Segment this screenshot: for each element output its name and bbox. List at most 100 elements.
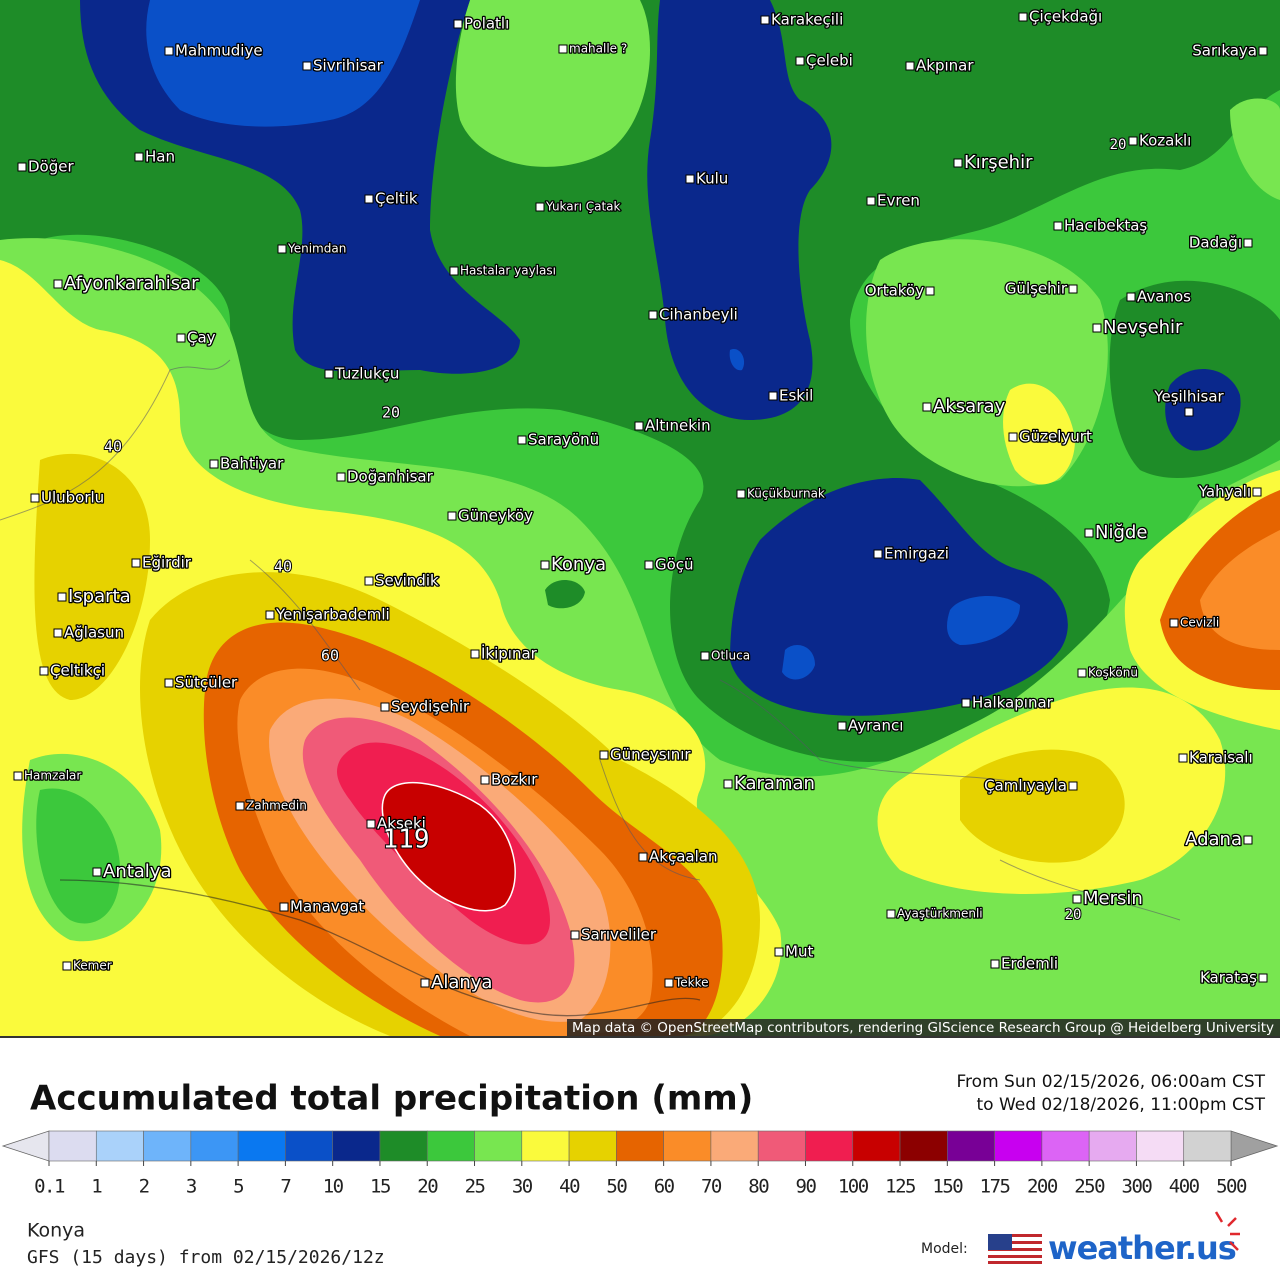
legend-swatch (190, 1130, 239, 1162)
place-label: Güneysınır (610, 746, 691, 764)
legend-tick-label: 100 (838, 1176, 869, 1198)
place-label: Çelebi (806, 52, 853, 70)
place-label: Sarayönü (528, 431, 599, 449)
place-marker (760, 15, 770, 25)
legend-swatch (710, 1130, 759, 1162)
model-run: GFS (15 days) from 02/15/2026/12z (27, 1247, 385, 1268)
place-label: Yeşilhisar (1153, 388, 1224, 406)
place-label: Konya (551, 554, 606, 575)
legend-swatch (663, 1130, 712, 1162)
legend-tick-label: 0.1 (34, 1176, 65, 1198)
legend-tick-label: 200 (1027, 1176, 1058, 1198)
place-marker (837, 721, 847, 731)
attribution-box (567, 1019, 1280, 1037)
zone-7-10 (729, 349, 745, 371)
place-marker (644, 560, 654, 570)
zone-10-15 (647, 0, 832, 420)
legend-tick-label: 70 (701, 1176, 722, 1198)
place-label: Çiçekdağı (1029, 8, 1102, 26)
place-label: Mersin (1083, 888, 1143, 909)
place-marker (517, 435, 527, 445)
place-label: Kulu (696, 170, 728, 188)
place-label: Han (145, 148, 175, 166)
legend-tick-label: 300 (1122, 1176, 1153, 1198)
place-label: Mut (785, 943, 813, 961)
place-label: Sarıkaya (1192, 42, 1257, 60)
place-marker (664, 978, 674, 988)
place-label: Nevşehir (1103, 317, 1183, 338)
place-label: Eğirdir (142, 554, 192, 572)
place-label: Çeltik (375, 190, 418, 208)
place-label: Avanos (1137, 288, 1191, 306)
valid-to: to Wed 02/18/2026, 11:00pm CST (976, 1095, 1265, 1115)
legend-swatch (237, 1130, 286, 1162)
legend-tick-label: 250 (1074, 1176, 1105, 1198)
logo-sun (1214, 1211, 1240, 1251)
legend-tick-label: 20 (417, 1176, 438, 1198)
zone-7-10 (782, 645, 815, 680)
place-label: Sivrihisar (313, 57, 384, 75)
place-label: Ortaköy (865, 282, 924, 300)
place-marker (1126, 292, 1136, 302)
place-marker (1128, 136, 1138, 146)
place-label: Halkapınar (972, 694, 1054, 712)
place-label: Koşkönü (1088, 666, 1138, 680)
place-marker (134, 152, 144, 162)
place-label: Hacıbektaş (1064, 217, 1147, 235)
place-marker (540, 560, 550, 570)
contour-label: 20 (382, 404, 400, 422)
zone-25-30 (1230, 98, 1280, 200)
place-marker (53, 279, 63, 289)
place-label: Yahyalı (1198, 483, 1251, 501)
zone-7-10 (146, 0, 420, 127)
legend-swatch (285, 1130, 333, 1162)
place-marker (886, 909, 896, 919)
place-marker (1092, 323, 1102, 333)
place-label: Tuzlukçu (334, 365, 399, 383)
place-label: Adana (1185, 829, 1242, 850)
zone-40-50 (960, 749, 1125, 863)
place-marker (638, 852, 648, 862)
place-label: Hamzalar (24, 769, 81, 783)
place-label: Döğer (28, 158, 74, 176)
place-marker (1018, 12, 1028, 22)
place-label: Emirgazi (884, 545, 949, 563)
place-label: Güzelyurt (1019, 428, 1092, 446)
contour-label: 20 (1110, 137, 1127, 153)
place-marker (925, 286, 935, 296)
place-label: Zahmedin (246, 799, 307, 813)
contour-label: 20 (1065, 907, 1082, 923)
place-marker (774, 947, 784, 957)
place-marker (723, 779, 733, 789)
place-label: Dadağı (1189, 234, 1242, 252)
place-marker (265, 610, 275, 620)
zone-15-20 (545, 580, 585, 609)
place-label: Ayaştürkmenli (897, 907, 983, 921)
place-marker (13, 771, 23, 781)
place-label: mahalle ? (569, 42, 627, 56)
place-label: Isparta (68, 586, 131, 607)
attribution: Map data © OpenStreetMap contributors, r… (572, 1020, 1274, 1036)
place-marker (176, 333, 186, 343)
legend-swatch (805, 1130, 854, 1162)
place-marker (1243, 238, 1253, 248)
place-marker (1178, 753, 1188, 763)
place-label: Çeltikçi (50, 662, 105, 680)
place-marker (17, 162, 27, 172)
place-marker (30, 493, 40, 503)
legend-tick-label: 5 (233, 1176, 243, 1198)
place-marker (1077, 668, 1087, 678)
place-label: Aksaray (933, 396, 1006, 417)
place-marker (1068, 284, 1078, 294)
place-marker (685, 174, 695, 184)
legend-swatch (48, 1130, 97, 1162)
place-label: Eskil (779, 387, 813, 405)
legend-tick-label: 50 (606, 1176, 627, 1198)
legend-swatch (95, 1130, 144, 1162)
legend-tick-label: 1 (91, 1176, 102, 1198)
place-label: İkipınar (481, 644, 538, 663)
place-label: Karakeçili (771, 11, 843, 29)
place-label: Seydişehir (391, 698, 470, 716)
place-marker (558, 44, 568, 54)
